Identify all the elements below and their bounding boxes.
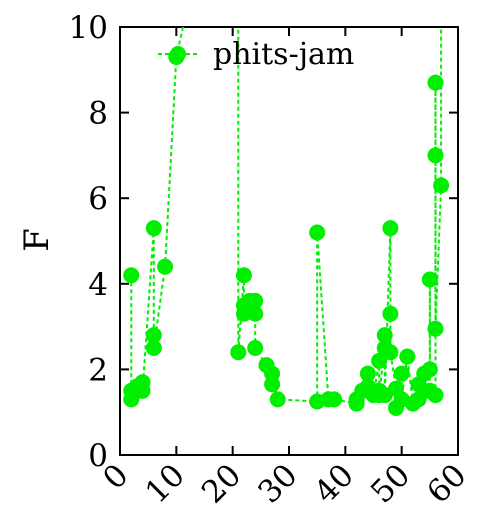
legend-marker xyxy=(170,46,186,62)
y-tick-label: 8 xyxy=(88,96,108,132)
data-point xyxy=(382,305,399,322)
data-point xyxy=(371,352,388,369)
data-point xyxy=(157,258,174,275)
data-point xyxy=(382,220,399,237)
data-point xyxy=(421,361,438,378)
x-tick-label: 40 xyxy=(308,457,361,510)
x-tick-label: 20 xyxy=(195,457,248,510)
series-line xyxy=(130,27,443,409)
data-point xyxy=(247,292,264,309)
data-point xyxy=(235,267,252,284)
data-point xyxy=(180,0,196,14)
plot-frame xyxy=(119,26,459,456)
data-point xyxy=(410,391,427,408)
x-tick-label: 30 xyxy=(251,457,304,510)
data-point xyxy=(427,147,444,164)
data-point xyxy=(427,74,444,91)
legend-label: phits-jam xyxy=(213,37,354,72)
data-point xyxy=(247,340,264,356)
data-point xyxy=(382,344,399,361)
data-point xyxy=(123,267,140,284)
data-point xyxy=(326,391,343,408)
data-point xyxy=(399,348,416,365)
data-point xyxy=(145,220,162,237)
data-point xyxy=(134,382,151,399)
data-point xyxy=(421,271,438,288)
data-point xyxy=(145,327,162,344)
x-tick-label: 50 xyxy=(364,457,417,510)
data-point xyxy=(427,387,444,404)
data-point xyxy=(309,224,326,241)
data-point xyxy=(145,340,162,356)
data-point xyxy=(264,365,281,382)
y-tick-label: 6 xyxy=(88,181,108,217)
y-tick-label: 10 xyxy=(69,10,108,46)
data-point xyxy=(359,365,376,382)
y-tick-label: 0 xyxy=(88,438,108,474)
legend: phits-jam xyxy=(158,37,354,72)
data-point xyxy=(433,177,450,194)
y-tick-label: 4 xyxy=(88,267,108,303)
data-point xyxy=(376,327,393,344)
data-point xyxy=(230,344,247,361)
y-tick-label: 2 xyxy=(88,352,108,388)
y-axis-label: F xyxy=(17,228,57,252)
data-point xyxy=(427,320,444,337)
x-tick-label: 60 xyxy=(420,457,473,510)
x-tick-label: 10 xyxy=(139,457,192,510)
data-point xyxy=(247,305,264,322)
data-point xyxy=(393,365,410,382)
data-point xyxy=(269,391,286,408)
